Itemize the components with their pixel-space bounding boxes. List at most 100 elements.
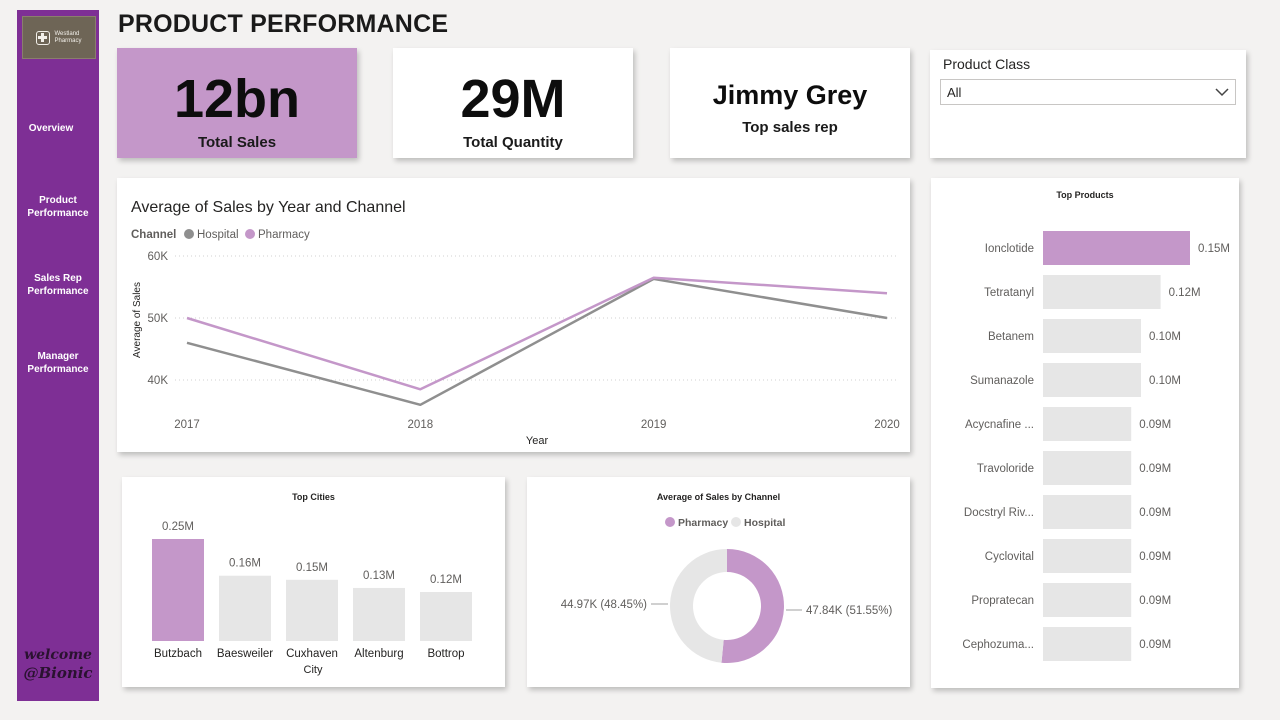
kpi-top-rep-label: Top sales rep: [742, 119, 838, 136]
kpi-total-quantity-value: 29M: [460, 69, 566, 129]
legend-label-hospital: Hospital: [197, 229, 239, 241]
city-category-label: Baesweiler: [217, 648, 273, 660]
product-bar: [1043, 539, 1132, 573]
channel-donut-title: Average of Sales by Channel: [656, 492, 781, 502]
series-line-hospital: [186, 277, 888, 407]
product-category-label: Cyclovital: [985, 551, 1034, 563]
city-category-label: Butzbach: [154, 648, 202, 660]
nav-manager-performance[interactable]: Manager Performance: [27, 351, 89, 375]
donut-data-label-pharmacy: 47.84K (51.55%): [806, 605, 892, 617]
product-bar-value-label: 0.15M: [1198, 243, 1230, 255]
line-chart-card: Average of Sales by Year and Channel Cha…: [117, 178, 910, 452]
line-chart-legend-title: Channel: [131, 229, 176, 241]
donut-legend-hospital: Hospital: [744, 517, 786, 529]
city-category-label: Bottrop: [427, 648, 464, 660]
kpi-card-total-sales: 12bn Total Sales: [117, 48, 357, 158]
city-category-label: Cuxhaven: [286, 648, 338, 660]
product-bar: [1043, 407, 1132, 441]
legend-marker-pharmacy: [245, 229, 255, 239]
logo-text-line1: Westland: [54, 30, 80, 37]
city-bar: [219, 575, 271, 641]
product-category-label: Tetratanyl: [984, 287, 1034, 299]
city-bar-value-label: 0.12M: [430, 574, 462, 586]
legend-label-pharmacy: Pharmacy: [258, 229, 310, 241]
top-products-title: Top Products: [1056, 190, 1114, 200]
line-chart-x-ticks: 2017 2018 2019 2020: [174, 419, 900, 431]
city-bar: [353, 587, 405, 641]
product-bar: [1043, 583, 1132, 617]
city-bar: [152, 539, 204, 641]
x-tick-label: 2019: [641, 419, 667, 431]
line-chart: Average of Sales by Year and Channel Cha…: [131, 199, 900, 447]
product-bar: [1043, 275, 1161, 309]
kpi-card-total-quantity: 29M Total Quantity: [393, 48, 633, 158]
nav-product-performance[interactable]: Product Performance: [27, 195, 89, 219]
kpi-top-rep-value: Jimmy Grey: [712, 80, 868, 110]
donut-slice-hospital: [670, 549, 727, 663]
line-chart-title: Average of Sales by Year and Channel: [131, 199, 406, 216]
legend-marker-hospital-donut: [731, 517, 741, 527]
donut-slice-pharmacy: [721, 549, 784, 663]
product-bar: [1043, 451, 1132, 485]
kpi-total-sales-value: 12bn: [173, 69, 301, 129]
channel-donut-chart: Pharmacy Hospital 47.84K (51.55%) 44.97K …: [561, 517, 892, 663]
donut-data-label-hospital: 44.97K (48.45%): [561, 599, 647, 611]
x-tick-label: 2018: [408, 419, 434, 431]
city-bar-value-label: 0.16M: [229, 558, 261, 570]
product-class-dropdown[interactable]: All: [940, 79, 1236, 105]
logo-text-line2: Pharmacy: [54, 37, 82, 44]
product-bar: [1043, 319, 1141, 353]
top-cities-chart: 0.25M Butzbach 0.16M Baesweiler 0.15M Cuxhave…: [152, 521, 472, 676]
slicer-label: Product Class: [943, 56, 1031, 72]
x-tick-label: 2020: [874, 419, 900, 431]
dropdown-selected-value: All: [947, 84, 962, 100]
product-category-label: Acycnafine ...: [965, 419, 1034, 431]
city-bar: [420, 592, 472, 641]
top-products-card: Top Products Ionclotide 0.15M Tetratanyl 0.…: [931, 178, 1239, 688]
nav-overview[interactable]: Overview: [28, 123, 74, 134]
welcome-text: welcome: [24, 647, 92, 663]
donut-legend-pharmacy: Pharmacy: [678, 517, 728, 529]
legend-marker-hospital: [184, 229, 194, 239]
product-category-label: Sumanazole: [970, 375, 1034, 387]
line-chart-series: [186, 276, 888, 407]
city-bar-value-label: 0.15M: [296, 562, 328, 574]
product-bar-value-label: 0.09M: [1139, 595, 1171, 607]
legend-marker-pharmacy-donut: [665, 517, 675, 527]
series-line-pharmacy: [186, 276, 888, 391]
product-category-label: Propratecan: [971, 595, 1034, 607]
product-bar-value-label: 0.09M: [1139, 639, 1171, 651]
y-tick-label: 50K: [148, 313, 169, 325]
kpi-total-quantity-label: Total Quantity: [463, 134, 563, 151]
kpi-card-top-rep: Jimmy Grey Top sales rep: [670, 48, 910, 158]
sidebar: [17, 10, 99, 701]
product-category-label: Betanem: [988, 331, 1034, 343]
top-cities-x-axis-label: City: [304, 664, 323, 676]
line-chart-gridlines: [175, 255, 897, 381]
product-category-label: Travoloride: [977, 463, 1034, 475]
product-bar-value-label: 0.09M: [1139, 419, 1171, 431]
city-bar-value-label: 0.13M: [363, 570, 395, 582]
top-cities-title: Top Cities: [292, 492, 335, 502]
welcome-handle: @Bionic: [23, 664, 93, 682]
product-category-label: Ionclotide: [985, 243, 1034, 255]
product-class-slicer: Product Class All: [930, 50, 1246, 158]
chevron-down-icon: [1215, 87, 1229, 96]
product-bar-value-label: 0.09M: [1139, 551, 1171, 563]
nav-sales-rep-performance[interactable]: Sales Rep Performance: [27, 273, 89, 297]
pharmacy-cross-icon: [36, 30, 51, 45]
line-chart-y-axis-label: Average of Sales: [132, 282, 143, 358]
page-title: PRODUCT PERFORMANCE: [118, 10, 449, 38]
product-bar-value-label: 0.10M: [1149, 331, 1181, 343]
y-tick-label: 60K: [148, 251, 169, 263]
city-category-label: Altenburg: [354, 648, 403, 660]
product-bar: [1043, 231, 1190, 265]
product-bar-value-label: 0.09M: [1139, 463, 1171, 475]
product-bar-value-label: 0.10M: [1149, 375, 1181, 387]
product-category-label: Docstryl Riv...: [964, 507, 1034, 519]
product-bar: [1043, 627, 1132, 661]
company-logo: Westland Pharmacy: [22, 16, 96, 59]
top-products-chart: Ionclotide 0.15M Tetratanyl 0.12M Betanem 0.1…: [962, 231, 1230, 661]
product-bar-value-label: 0.09M: [1139, 507, 1171, 519]
product-category-label: Cephozuma...: [962, 639, 1034, 651]
